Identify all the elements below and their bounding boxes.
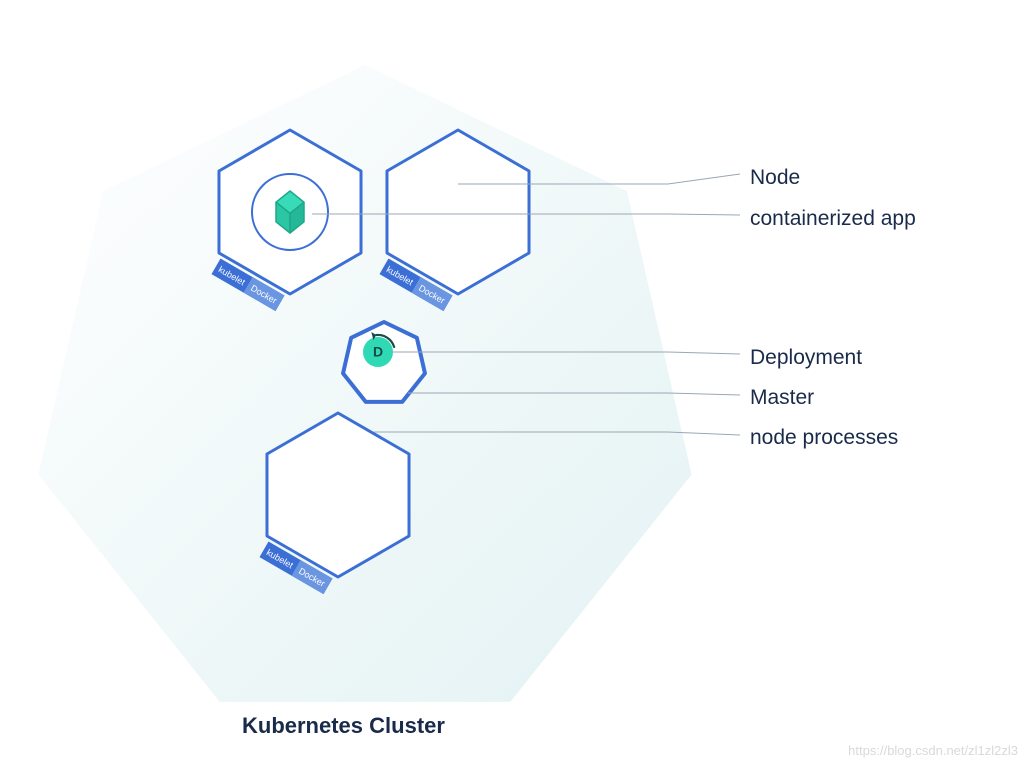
callout-label-deployment: Deployment	[750, 346, 862, 370]
callout-label-app: containerized app	[750, 207, 916, 231]
callout-label-processes: node processes	[750, 426, 898, 450]
callout-label-node: Node	[750, 166, 800, 190]
deployment-letter: D	[373, 344, 383, 360]
cluster-title: Kubernetes Cluster	[242, 713, 445, 739]
source-watermark: https://blog.csdn.net/zl1zl2zl3	[848, 743, 1018, 758]
callout-label-master: Master	[750, 386, 814, 410]
diagram-canvas: kubeletDockerkubeletDockerkubeletDockerD	[0, 0, 1028, 764]
